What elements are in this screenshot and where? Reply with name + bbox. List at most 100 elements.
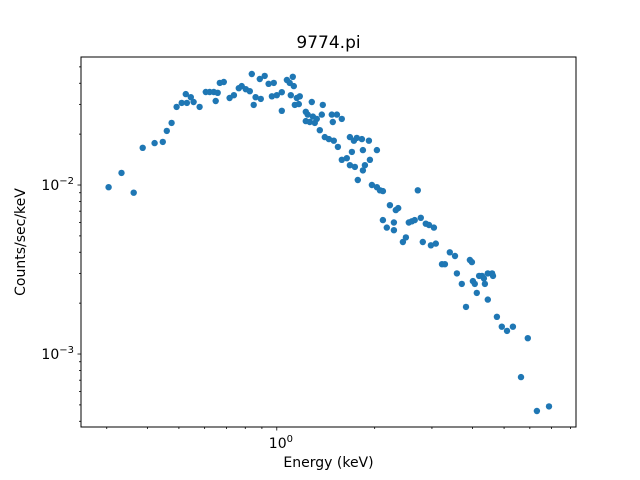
data-point <box>118 169 125 177</box>
data-point <box>425 221 433 229</box>
data-point <box>265 80 272 88</box>
data-point <box>390 219 398 226</box>
data-point <box>289 73 296 81</box>
data-point <box>366 156 374 163</box>
data-point <box>214 89 221 97</box>
data-point <box>395 204 402 212</box>
data-point <box>348 148 356 156</box>
data-point <box>484 296 491 303</box>
data-point <box>533 407 541 415</box>
data-point <box>368 181 376 189</box>
data-point <box>481 280 489 288</box>
data-point <box>432 240 439 247</box>
data-point <box>354 176 361 184</box>
data-point <box>386 202 394 209</box>
data-point <box>328 111 335 118</box>
data-point <box>489 272 497 280</box>
data-point <box>308 98 315 106</box>
data-point <box>168 119 175 127</box>
data-point <box>325 135 333 143</box>
data-point <box>453 270 461 277</box>
data-point <box>359 167 367 174</box>
data-point <box>517 373 525 381</box>
data-point <box>446 249 453 256</box>
data-point <box>287 92 294 99</box>
data-point <box>130 189 137 196</box>
data-point <box>417 214 424 221</box>
data-point <box>359 146 367 154</box>
data-point <box>333 111 341 118</box>
x-axis-label: Energy (keV) <box>283 455 374 471</box>
data-point <box>402 234 410 241</box>
data-point <box>441 261 449 268</box>
data-point <box>278 107 285 115</box>
data-point <box>316 127 323 134</box>
data-point <box>503 327 511 335</box>
data-point <box>304 111 311 118</box>
data-point <box>411 216 418 224</box>
data-point <box>187 94 194 101</box>
data-point <box>182 90 189 98</box>
data-point <box>306 118 313 126</box>
data-point <box>458 280 465 288</box>
data-point <box>468 258 476 266</box>
data-point <box>329 118 336 126</box>
data-point <box>261 72 268 80</box>
x-tick-label: 100 <box>269 434 293 452</box>
data-point <box>256 75 263 83</box>
data-point <box>498 323 505 330</box>
data-point <box>212 97 219 105</box>
data-point <box>338 115 345 123</box>
data-point <box>183 99 191 107</box>
data-point <box>462 303 470 311</box>
data-point <box>480 275 488 282</box>
data-point <box>278 89 285 96</box>
y-tick-label: 10−3 <box>41 345 74 363</box>
data-point <box>173 103 180 111</box>
data-point <box>151 139 158 147</box>
data-point <box>268 93 276 100</box>
data-point <box>473 289 480 297</box>
data-point <box>361 162 369 169</box>
data-point <box>430 224 438 231</box>
data-point <box>139 144 146 151</box>
y-tick-label: 10−2 <box>41 176 74 194</box>
data-point <box>159 138 166 146</box>
plot-title: 9774.pi <box>296 33 361 53</box>
data-point <box>246 88 253 95</box>
data-point <box>230 92 238 99</box>
y-axis-label: Counts/sec/keV <box>13 188 29 296</box>
data-point <box>427 242 435 249</box>
data-point <box>451 252 459 260</box>
data-point <box>330 137 337 144</box>
data-point <box>313 115 320 123</box>
data-point <box>290 82 297 90</box>
data-point <box>493 313 501 320</box>
data-point <box>318 111 325 118</box>
data-point <box>250 101 257 109</box>
data-point <box>524 335 531 342</box>
data-point <box>383 224 390 231</box>
data-point <box>379 216 387 224</box>
data-point <box>379 187 387 195</box>
data-point <box>296 93 303 100</box>
data-point <box>295 100 302 108</box>
data-point <box>365 137 373 144</box>
data-point <box>545 403 553 410</box>
data-point <box>190 98 197 106</box>
data-point <box>346 162 354 169</box>
data-point <box>399 238 407 246</box>
data-point <box>270 79 277 87</box>
data-point <box>178 99 185 107</box>
data-point <box>163 127 170 135</box>
data-point <box>220 78 227 86</box>
data-point <box>358 135 366 143</box>
data-point <box>509 323 517 330</box>
data-point <box>471 280 478 288</box>
data-point <box>343 155 350 162</box>
data-point <box>390 227 398 234</box>
data-point <box>248 70 255 78</box>
data-point <box>319 101 326 109</box>
